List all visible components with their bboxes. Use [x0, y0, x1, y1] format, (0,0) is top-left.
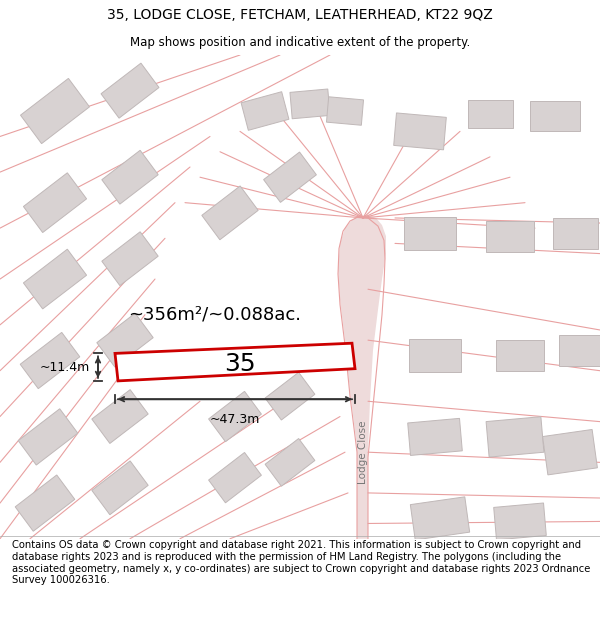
Text: 35, LODGE CLOSE, FETCHAM, LEATHERHEAD, KT22 9QZ: 35, LODGE CLOSE, FETCHAM, LEATHERHEAD, K…	[107, 8, 493, 22]
Polygon shape	[530, 101, 580, 131]
Polygon shape	[394, 113, 446, 150]
Polygon shape	[408, 418, 462, 456]
Polygon shape	[23, 173, 86, 232]
Polygon shape	[410, 497, 470, 540]
Polygon shape	[202, 186, 258, 240]
Polygon shape	[409, 339, 461, 372]
Polygon shape	[542, 429, 598, 475]
Polygon shape	[92, 461, 148, 515]
Polygon shape	[209, 391, 262, 442]
Polygon shape	[20, 332, 80, 389]
Polygon shape	[265, 439, 315, 486]
Text: ~47.3m: ~47.3m	[210, 414, 260, 426]
Polygon shape	[15, 475, 75, 531]
Polygon shape	[486, 417, 544, 457]
Polygon shape	[404, 217, 456, 249]
Text: ~11.4m: ~11.4m	[40, 361, 90, 374]
Polygon shape	[209, 452, 262, 503]
Polygon shape	[486, 221, 534, 251]
Text: ~356m²/~0.088ac.: ~356m²/~0.088ac.	[128, 306, 302, 324]
Polygon shape	[467, 100, 512, 128]
Polygon shape	[115, 343, 355, 381]
Polygon shape	[290, 89, 330, 119]
Text: Lodge Close: Lodge Close	[358, 421, 368, 484]
Polygon shape	[241, 92, 289, 131]
Polygon shape	[102, 150, 158, 204]
Polygon shape	[18, 409, 78, 465]
Polygon shape	[496, 340, 544, 371]
Polygon shape	[265, 372, 315, 420]
Text: 35: 35	[224, 352, 256, 376]
Polygon shape	[263, 152, 316, 202]
Text: Map shows position and indicative extent of the property.: Map shows position and indicative extent…	[130, 36, 470, 49]
Polygon shape	[101, 63, 159, 118]
Polygon shape	[553, 218, 598, 249]
Polygon shape	[97, 313, 153, 367]
Polygon shape	[338, 215, 386, 539]
Polygon shape	[92, 389, 148, 444]
Polygon shape	[23, 249, 86, 309]
Polygon shape	[326, 97, 364, 125]
Polygon shape	[20, 78, 89, 144]
Polygon shape	[102, 232, 158, 286]
Polygon shape	[559, 335, 600, 366]
Polygon shape	[494, 503, 546, 540]
Text: Contains OS data © Crown copyright and database right 2021. This information is : Contains OS data © Crown copyright and d…	[12, 541, 590, 585]
